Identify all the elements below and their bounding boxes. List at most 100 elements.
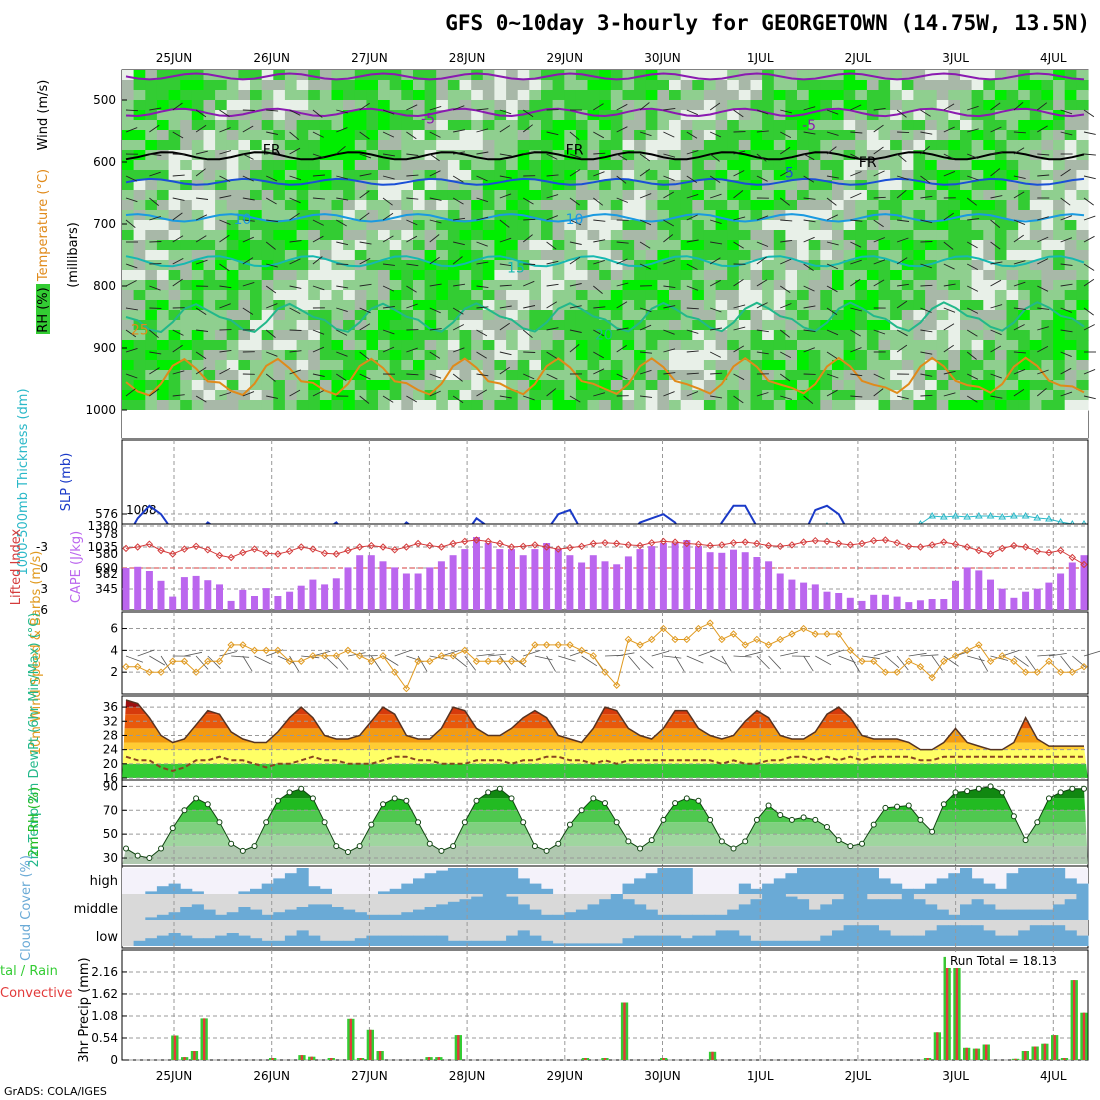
li-marker	[390, 546, 399, 554]
cloud-middle-bar	[983, 904, 996, 920]
rh-shade-cell	[808, 160, 821, 171]
rh-shade-cell	[994, 360, 1008, 371]
wind-barb	[756, 175, 768, 182]
rh-shade-cell	[680, 150, 693, 161]
slp-frame	[121, 439, 1089, 525]
rh-shade-cell	[1076, 120, 1089, 131]
rh-shade-cell	[133, 90, 146, 101]
rh-shade-cell	[122, 250, 135, 261]
pressure-tick-label: 1000	[85, 403, 116, 417]
li-marker	[963, 543, 971, 551]
rh-shade-cell	[1041, 240, 1054, 251]
rh-shade-cell	[657, 260, 670, 271]
wind-barb	[242, 219, 255, 222]
wind-barb	[453, 283, 466, 287]
rh-shade-cell	[901, 350, 914, 361]
wind-barb	[920, 351, 933, 355]
rh-shade-cell	[971, 270, 984, 281]
rh-shade-cell	[750, 370, 763, 381]
rh-shade-cell	[913, 320, 926, 331]
wind-barb	[312, 197, 325, 200]
wind-barb	[289, 109, 301, 116]
rh-shade-cell	[913, 400, 926, 411]
cloud-high-bar	[156, 886, 169, 894]
rh-shade-cell	[133, 290, 146, 301]
wind-barb	[616, 153, 628, 161]
rh-shade-cell	[203, 160, 216, 171]
wind-barb	[242, 153, 254, 160]
cloud-middle-bar	[610, 894, 623, 920]
rh-shade-cell	[692, 350, 705, 361]
cloud-high-bar	[319, 888, 332, 894]
rh-shade-cell	[215, 300, 228, 311]
rh-shade-cell	[634, 280, 647, 291]
rh-shade-cell	[273, 380, 286, 391]
rh-shade-cell	[226, 80, 239, 91]
rh-shade-cell	[413, 100, 426, 111]
wind-speed-marker	[612, 681, 621, 689]
rh-shade-cell	[203, 380, 216, 391]
rh-shade-cell	[622, 250, 635, 261]
li-marker	[940, 538, 948, 546]
li-marker	[776, 542, 784, 551]
rh-shade-cell	[692, 360, 705, 371]
wind-barb	[990, 329, 1002, 336]
rh-shade-cell	[494, 290, 507, 301]
rh-shade-cell	[587, 180, 600, 191]
rh-shade-cell	[215, 70, 228, 81]
rh-shade-cell	[250, 230, 263, 241]
rh-shade-cell	[983, 70, 996, 81]
rh-shade-cell	[471, 200, 484, 211]
rh-shade-cell	[925, 230, 938, 241]
rh-shade-cell	[261, 140, 274, 151]
rh-shade-cell	[1064, 210, 1077, 221]
rh-shade-cell	[156, 210, 170, 221]
rh-shade-cell	[890, 330, 903, 341]
cloud-low-bar	[238, 935, 251, 946]
wind-barb	[663, 329, 675, 335]
rh-shade-cell	[354, 390, 367, 401]
rh-shade-cell	[948, 130, 961, 141]
rh-shade-cell	[319, 330, 333, 341]
li-marker	[449, 539, 457, 548]
cloud-high-bar	[1064, 878, 1077, 894]
rh-shade-cell	[610, 350, 623, 361]
rh-shade-cell	[727, 80, 740, 91]
wind-barb	[593, 392, 606, 397]
precip-axis-label: 3hr Precip (mm)	[77, 957, 92, 1062]
li-marker	[612, 539, 621, 548]
rh-shade-cell	[727, 200, 740, 211]
wind-barb-10m	[826, 649, 845, 657]
rh-shade-cell	[587, 130, 600, 141]
rh-shade-cell	[657, 100, 670, 111]
rh-shade-cell	[913, 310, 926, 321]
wind-barb	[125, 219, 136, 228]
rh-shade-cell	[494, 70, 507, 81]
top-date-label: 26JUN	[253, 51, 290, 65]
rh-shade-cell	[669, 80, 682, 91]
wind-barb	[382, 329, 395, 335]
cloud-low-bar	[1006, 935, 1019, 946]
rh-shade-cell	[506, 280, 519, 291]
rh-shade-cell	[878, 360, 891, 371]
rh-shade-cell	[832, 270, 845, 281]
rh-shade-cell	[820, 230, 833, 241]
rh-shade-cell	[261, 250, 274, 261]
rh-shade-cell	[331, 230, 344, 241]
rh-marker	[321, 819, 328, 826]
rh-marker	[812, 816, 819, 823]
rh-shade-cell	[529, 250, 542, 261]
wind-barb	[943, 212, 954, 221]
rh-shade-cell	[669, 120, 682, 131]
rh-shade-cell	[133, 400, 146, 411]
rh-shade-cell	[1053, 140, 1066, 151]
rh-shade-cell	[866, 320, 880, 331]
rh-shade-cell	[261, 130, 274, 141]
rh-shade-cell	[482, 340, 495, 351]
cloud-high-bar	[866, 868, 879, 894]
rh-shade-cell	[971, 90, 984, 101]
rh-shade-cell	[680, 140, 693, 151]
rh-shade-cell	[506, 310, 519, 321]
wind-barb-10m	[289, 655, 300, 672]
